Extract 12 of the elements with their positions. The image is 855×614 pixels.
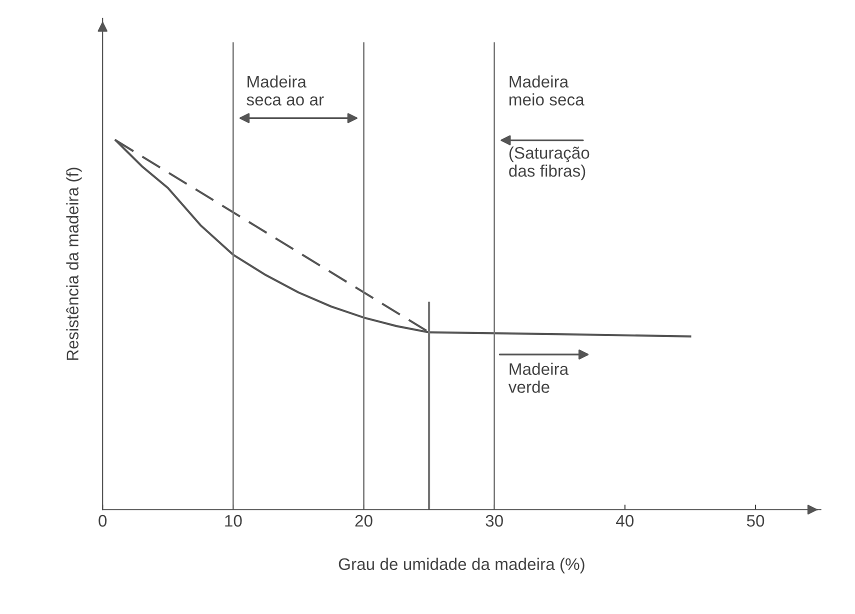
- annotation: (Saturação das fibras): [509, 146, 590, 180]
- x-tick-label: 30: [486, 514, 503, 527]
- y-axis-title: Resistência da madeira (f): [66, 168, 82, 360]
- x-tick-label: 0: [98, 514, 107, 527]
- text: Madeira seca ao ar: [246, 75, 324, 106]
- text: Madeira meio seca: [509, 75, 584, 106]
- x-tick-label: 10: [225, 514, 242, 527]
- x-tick-label: 20: [355, 514, 372, 527]
- x-axis-title: Grau de umidade da madeira (%): [338, 558, 584, 574]
- x-tick-label: 40: [616, 514, 634, 527]
- x-tick-label: 50: [746, 514, 764, 527]
- annotation: Madeira verde: [508, 362, 569, 393]
